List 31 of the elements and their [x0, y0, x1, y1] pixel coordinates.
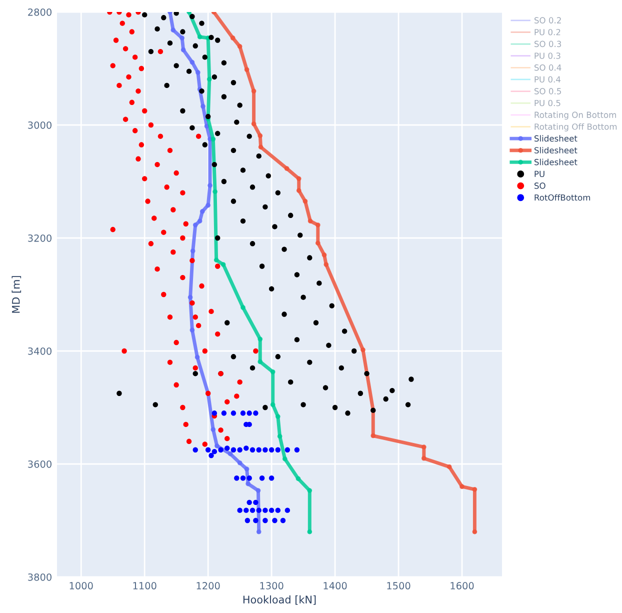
- legend-label: SO 0.2: [534, 17, 561, 24]
- x-tick-label: 1600: [450, 582, 474, 590]
- y-tick-label: 3800: [28, 573, 52, 581]
- legend-label: SO 0.4: [534, 64, 562, 71]
- legend-label: PU 0.5: [534, 100, 560, 106]
- y-tick-label: 2800: [28, 8, 52, 16]
- legend-label: SO: [534, 182, 546, 189]
- legend-label: Rotating Off Bottom: [534, 123, 617, 132]
- x-tick-label: 1400: [324, 582, 347, 590]
- y-tick-label: 3600: [28, 460, 52, 468]
- y-tick-label: 3000: [28, 121, 52, 129]
- legend-label: PU 0.4: [534, 76, 561, 83]
- legend-label: Rotating On Bottom: [534, 112, 616, 120]
- legend-label: PU: [534, 170, 544, 178]
- x-tick-label: 1500: [387, 582, 410, 590]
- x-tick-label: 1200: [196, 582, 220, 590]
- x-tick-label: 1300: [260, 582, 284, 590]
- x-tick-label: 1100: [133, 582, 156, 590]
- y-tick-label: 3400: [28, 347, 52, 355]
- legend-label: SO 0.3: [534, 40, 562, 48]
- x-tick-label: 1000: [70, 582, 93, 590]
- legend-label: PU 0.2: [534, 28, 560, 36]
- legend-label: PU 0.3: [534, 52, 560, 59]
- legend-label: Slidesheet: [534, 135, 578, 142]
- legend-label: Slidesheet: [534, 146, 578, 154]
- legend-label: RotOffBottom: [534, 194, 590, 201]
- y-tick-label: 3200: [28, 234, 52, 242]
- y-axis-title: MD [m]: [12, 276, 22, 313]
- legend-label: Slidesheet: [534, 158, 578, 166]
- x-axis-title: Hookload [kN]: [243, 595, 316, 605]
- legend-label: SO 0.5: [534, 88, 561, 94]
